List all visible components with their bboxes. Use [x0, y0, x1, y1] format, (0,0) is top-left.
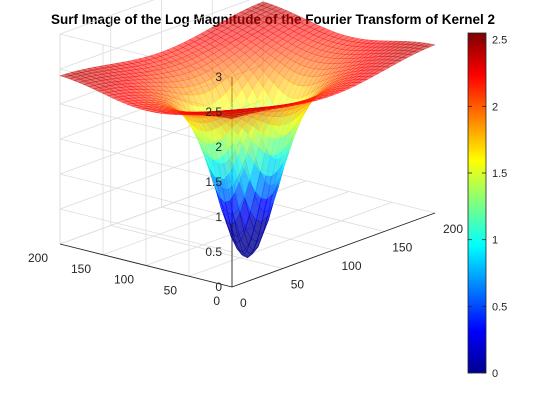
- z-tick-label: 0: [215, 280, 222, 294]
- colorbar-tick-label: 0.5: [492, 301, 507, 313]
- x-tick-label: 200: [443, 222, 463, 236]
- colorbar-ticks: 0 0.5 1 1.5 2 2.5: [468, 35, 507, 380]
- surface-plot: [59, 1, 436, 259]
- axes-box: 0 50 100 150 200 0 50 100 150 200 0 0.5 1 1.5 2 2.5 3: [28, 0, 463, 310]
- grid-line: [59, 208, 233, 253]
- x-tick-label: 50: [291, 278, 305, 292]
- z-tick-label: 2: [215, 140, 222, 154]
- z-tick-label: 1.5: [205, 175, 222, 189]
- z-tick-label: 0.5: [205, 245, 222, 259]
- x-tick-label: 100: [342, 259, 362, 273]
- colorbar-tick-label: 1: [492, 235, 498, 247]
- colorbar: 0 0.5 1 1.5 2 2.5: [467, 32, 507, 380]
- y-axis-line: [59, 243, 233, 288]
- grid-line: [59, 0, 251, 70]
- z-tick-label: 1: [215, 210, 222, 224]
- colorbar-tick-label: 1.5: [492, 168, 507, 180]
- x-axis-line: [231, 212, 436, 288]
- grid-line: [59, 138, 233, 183]
- y-tick-label: 0: [213, 294, 220, 308]
- z-tick-label: 3: [215, 70, 222, 84]
- colorbar-tick-label: 0: [492, 368, 498, 380]
- surface-patch: [423, 43, 436, 48]
- x-tick-label: 150: [392, 241, 412, 255]
- z-tick-label: 2.5: [205, 105, 222, 119]
- y-tick-label: 200: [28, 251, 48, 265]
- grid-line: [59, 173, 233, 218]
- grid-line: [59, 0, 155, 35]
- tick-labels: 0 50 100 150 200 0 50 100 150 200 0 0.5 1 1.5 2 2.5 3: [28, 70, 463, 310]
- colorbar-gradient: [467, 32, 487, 374]
- y-tick-label: 150: [71, 262, 91, 276]
- x-tick-label: 0: [240, 296, 247, 310]
- colorbar-tick-label: 2: [492, 101, 498, 113]
- grid-line: [262, 169, 436, 214]
- y-tick-label: 100: [114, 273, 134, 287]
- y-tick-label: 50: [164, 283, 178, 297]
- colorbar-tick-label: 2.5: [492, 35, 507, 47]
